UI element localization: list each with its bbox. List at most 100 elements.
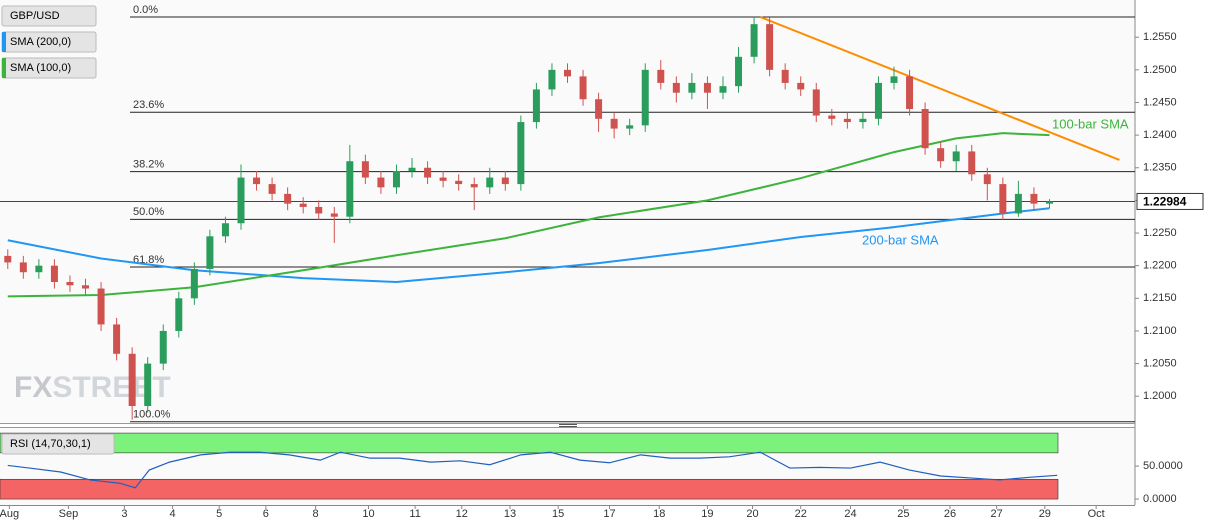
x-tick-label: 17	[603, 508, 615, 520]
x-tick-label: 26	[944, 508, 956, 520]
candle-body	[703, 82, 711, 93]
candle-body	[968, 151, 976, 175]
fib-label: 0.0%	[133, 4, 158, 16]
x-tick-label: Sep	[59, 508, 79, 520]
candle-body	[688, 82, 696, 93]
candle-body	[66, 282, 74, 286]
legend-swatch	[2, 58, 6, 78]
candle-body	[361, 161, 369, 178]
candle-body	[82, 285, 90, 289]
candle-body	[797, 82, 805, 90]
candle-body	[1030, 193, 1038, 204]
x-tick-label: 11	[409, 508, 420, 520]
candle-body	[268, 184, 276, 194]
candle-body	[50, 265, 58, 282]
price-tag	[1136, 192, 1204, 210]
x-tick-label: 5	[216, 508, 222, 520]
y-tick-label: 1.2450	[1143, 96, 1177, 108]
candle-body	[97, 288, 105, 325]
candle-body	[113, 324, 121, 354]
candle-body	[330, 213, 338, 217]
candle-body	[144, 363, 152, 407]
candle-body	[159, 330, 167, 364]
fib-label: 50.0%	[133, 206, 164, 218]
y-tick-label: 0.0000	[1143, 493, 1177, 505]
candle-body	[595, 99, 603, 119]
x-tick-label: 8	[313, 508, 319, 520]
candle-body	[579, 76, 587, 100]
candle-body	[610, 118, 618, 129]
y-tick-label: 1.2350	[1143, 162, 1177, 174]
x-tick-label: 6	[263, 508, 269, 520]
trend-line	[759, 16, 1120, 161]
candle-body	[221, 223, 229, 237]
candle-body	[424, 167, 432, 178]
candle-body	[439, 177, 447, 181]
fib-label: 38.2%	[133, 159, 164, 171]
legend-label: RSI (14,70,30,1)	[10, 438, 91, 450]
candle-body	[237, 177, 245, 224]
x-tick-label: 20	[746, 508, 758, 520]
fib-label: 100.0%	[133, 409, 171, 421]
candle-body	[253, 177, 261, 185]
y-tick-label: 1.2100	[1143, 325, 1177, 337]
x-tick-label: 10	[362, 508, 374, 520]
candle-body	[906, 76, 914, 110]
watermark-part: STREET	[52, 371, 170, 404]
candle-body	[35, 265, 43, 273]
candle-body	[548, 69, 556, 90]
candle-body	[517, 122, 525, 185]
x-tick-label: 27	[990, 508, 1002, 520]
x-tick-label: 12	[456, 508, 468, 520]
candle-body	[1045, 201, 1053, 204]
candle-body	[859, 118, 867, 123]
candle-body	[626, 125, 634, 129]
x-tick-label: 15	[552, 508, 564, 520]
sma-line	[7, 207, 1050, 284]
y-tick-label: 1.2550	[1143, 31, 1177, 43]
x-tick-label: 24	[844, 508, 856, 520]
x-tick-label: 19	[701, 508, 713, 520]
y-tick-label: 1.2250	[1143, 227, 1177, 239]
legend-label: SMA (100,0)	[10, 62, 71, 74]
legend-swatch	[2, 32, 6, 52]
candle-body	[890, 76, 898, 83]
candle-body	[408, 167, 416, 172]
candle-body	[206, 236, 214, 269]
candle-body	[532, 89, 540, 123]
x-tick-label: 29	[1039, 508, 1051, 520]
candle-body	[284, 193, 292, 204]
candle-body	[983, 174, 991, 185]
candle-body	[999, 184, 1007, 214]
candle-body	[937, 148, 945, 162]
legend-label: GBP/USD	[10, 10, 60, 22]
candle-body	[470, 184, 478, 188]
candle-body	[672, 82, 680, 93]
overbought-band	[0, 432, 1059, 454]
candle-body	[735, 56, 743, 87]
y-tick-label: 1.2500	[1143, 64, 1177, 76]
y-tick-label: 1.2200	[1143, 260, 1177, 272]
candle-body	[874, 82, 882, 119]
candle-body	[19, 262, 27, 273]
candle-body	[1014, 193, 1022, 214]
rsi-line	[7, 451, 1058, 489]
watermark-part: FX	[14, 371, 52, 404]
candle-body	[392, 171, 400, 188]
candle-body	[346, 161, 354, 217]
oversold-band	[0, 478, 1059, 500]
x-tick-label: 18	[653, 508, 665, 520]
price-tag-label: 1.22984	[1143, 195, 1187, 209]
legend-box	[1, 433, 115, 455]
legend-box	[1, 5, 97, 27]
x-tick-label: 25	[897, 508, 909, 520]
candle-body	[641, 69, 649, 126]
fib-label: 23.6%	[133, 99, 164, 111]
x-tick-label: Oct	[1088, 508, 1105, 520]
candle-body	[455, 180, 463, 185]
candle-body	[377, 177, 385, 188]
x-tick-label: 13	[504, 508, 516, 520]
candle-body	[657, 69, 665, 83]
y-tick-label: 1.2400	[1143, 129, 1177, 141]
x-tick-label: 22	[795, 508, 807, 520]
